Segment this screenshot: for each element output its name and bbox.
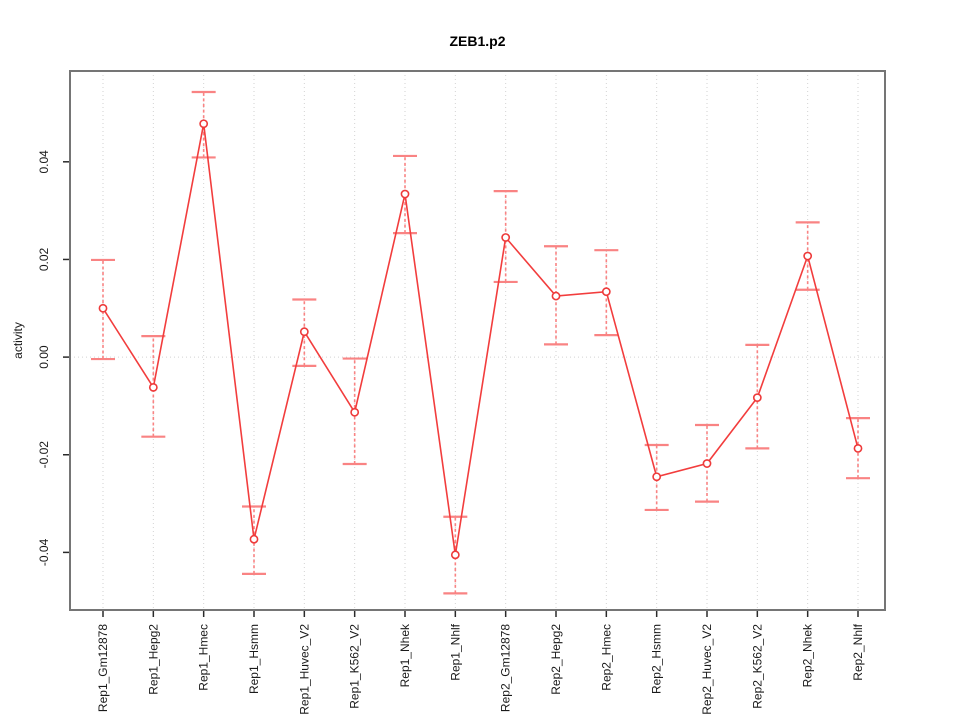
data-point-marker — [652, 472, 662, 482]
x-tick-label: Rep2_Hsmm — [650, 624, 664, 694]
x-tick-label: Rep1_K562_V2 — [348, 624, 362, 709]
x-tick-label: Rep2_Hepg2 — [549, 624, 563, 695]
y-tick-label: 0.04 — [37, 150, 51, 174]
x-tick-label: Rep2_K562_V2 — [750, 624, 764, 709]
x-tick-label: Rep1_Hmec — [197, 624, 211, 691]
y-tick-label: 0.00 — [37, 345, 51, 369]
data-point-marker — [199, 119, 209, 129]
x-tick-label: Rep1_Gm12878 — [96, 624, 110, 712]
x-tick-label: Rep1_Hsmm — [247, 624, 261, 694]
data-point-marker — [249, 534, 259, 544]
data-point-marker — [450, 550, 460, 560]
data-point-marker — [752, 393, 762, 403]
x-tick-label: Rep1_Huvec_V2 — [297, 624, 311, 715]
x-tick-label: Rep1_Nhlf — [448, 623, 462, 680]
x-tick-label: Rep2_Nhek — [801, 623, 815, 687]
data-point-marker — [551, 291, 561, 301]
x-tick-label: Rep2_Huvec_V2 — [700, 624, 714, 715]
data-point-marker — [501, 233, 511, 242]
x-tick-label: Rep1_Nhek — [398, 623, 412, 687]
data-point-marker — [299, 327, 309, 337]
y-tick-label: -0.04 — [37, 538, 51, 566]
data-point-marker — [98, 303, 108, 313]
data-point-marker — [601, 287, 611, 297]
y-tick-label: -0.02 — [37, 441, 51, 469]
data-point-marker — [148, 382, 158, 392]
x-tick-label: Rep1_Hepg2 — [146, 624, 160, 695]
data-point-marker — [350, 407, 360, 417]
chart-title: ZEB1.p2 — [449, 33, 505, 49]
plot-frame — [69, 70, 886, 611]
x-tick-label: Rep2_Gm12878 — [499, 624, 513, 712]
x-tick-label: Rep2_Nhlf — [851, 623, 865, 680]
data-point-marker — [702, 459, 712, 468]
y-axis-title: activity — [11, 322, 25, 359]
series-line — [102, 123, 859, 555]
data-point-marker — [803, 251, 813, 261]
data-point-marker — [400, 189, 410, 199]
y-tick-label: 0.02 — [37, 247, 51, 271]
x-tick-label: Rep2_Hmec — [599, 624, 613, 691]
data-point-marker — [853, 443, 863, 453]
